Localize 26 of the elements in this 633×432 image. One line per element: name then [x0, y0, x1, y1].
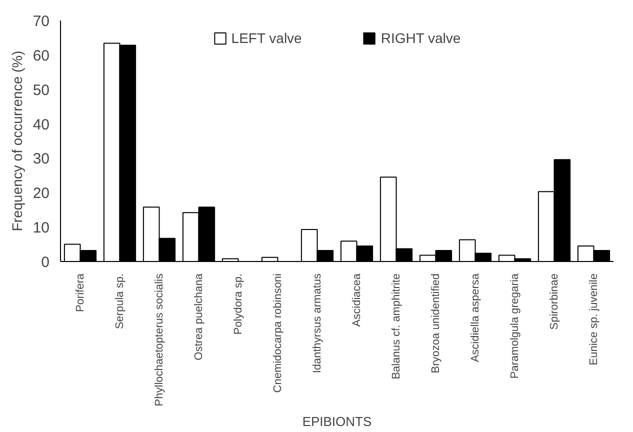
x-tick-label: Ascidiacea — [350, 272, 363, 327]
y-tick-label: 60 — [32, 47, 50, 64]
x-tick-label: Paramolgula gregaria — [508, 272, 521, 379]
y-tick-label: 20 — [32, 185, 50, 202]
y-tick-label: 30 — [32, 150, 50, 168]
x-tick-label: Ascidiella aspersa — [469, 272, 482, 362]
y-axis-title: Frequency of occurrence (%) — [8, 50, 25, 232]
x-tick-label: Cnemidocarpa robinsoni — [272, 274, 284, 393]
legend-label: RIGHT valve — [380, 30, 461, 46]
y-tick-label: 0 — [41, 254, 50, 271]
x-tick-label: Balanus cf. amphitrite — [390, 273, 402, 380]
x-tick-label: Ostrea puelchana — [192, 272, 205, 360]
y-tick-label: 40 — [32, 116, 50, 134]
x-tick-label: Idanthyrsus armatus — [311, 273, 324, 374]
x-tick-label: Serpula sp. — [114, 273, 126, 330]
x-tick-label: Bryozoa unidentified — [430, 273, 442, 374]
y-tick-label: 70 — [32, 13, 50, 30]
x-tick-label: Eunice sp. juvenile — [588, 273, 600, 366]
x-tick-label: Polydora sp. — [232, 273, 244, 335]
y-tick-label: 50 — [32, 82, 50, 99]
y-tick-label: 10 — [32, 220, 50, 237]
x-tick-label: Phyllochaetopterus socialis — [153, 273, 166, 406]
x-tick-label: Spirorbinae — [548, 273, 560, 330]
legend-label: LEFT valve — [231, 30, 302, 46]
x-tick-label: Porifera — [74, 272, 86, 312]
x-axis-title: EPIBIONTS — [302, 414, 372, 430]
